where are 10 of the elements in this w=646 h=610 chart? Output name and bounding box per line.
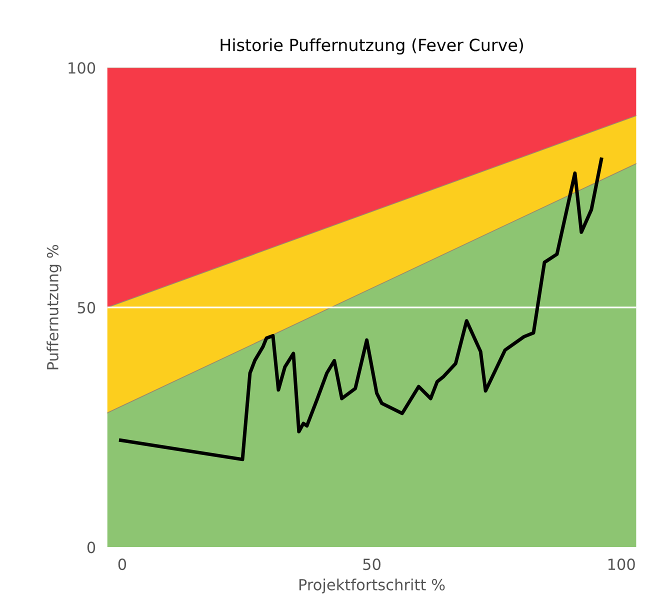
x-tick-label: 0 xyxy=(118,558,126,570)
chart-title: Historie Puffernutzung (Fever Curve) xyxy=(220,38,523,55)
y-axis-title: Puffernutzung % xyxy=(46,244,62,370)
x-tick-label: 100 xyxy=(608,558,635,570)
x-axis-title: Projektfortschritt % xyxy=(299,578,445,594)
line-series xyxy=(118,158,604,462)
y-tick-label: 0 xyxy=(87,542,96,554)
x-tick-label: 50 xyxy=(363,558,380,570)
y-tick-label: 100 xyxy=(68,62,96,74)
y-tick-label: 50 xyxy=(78,302,96,314)
